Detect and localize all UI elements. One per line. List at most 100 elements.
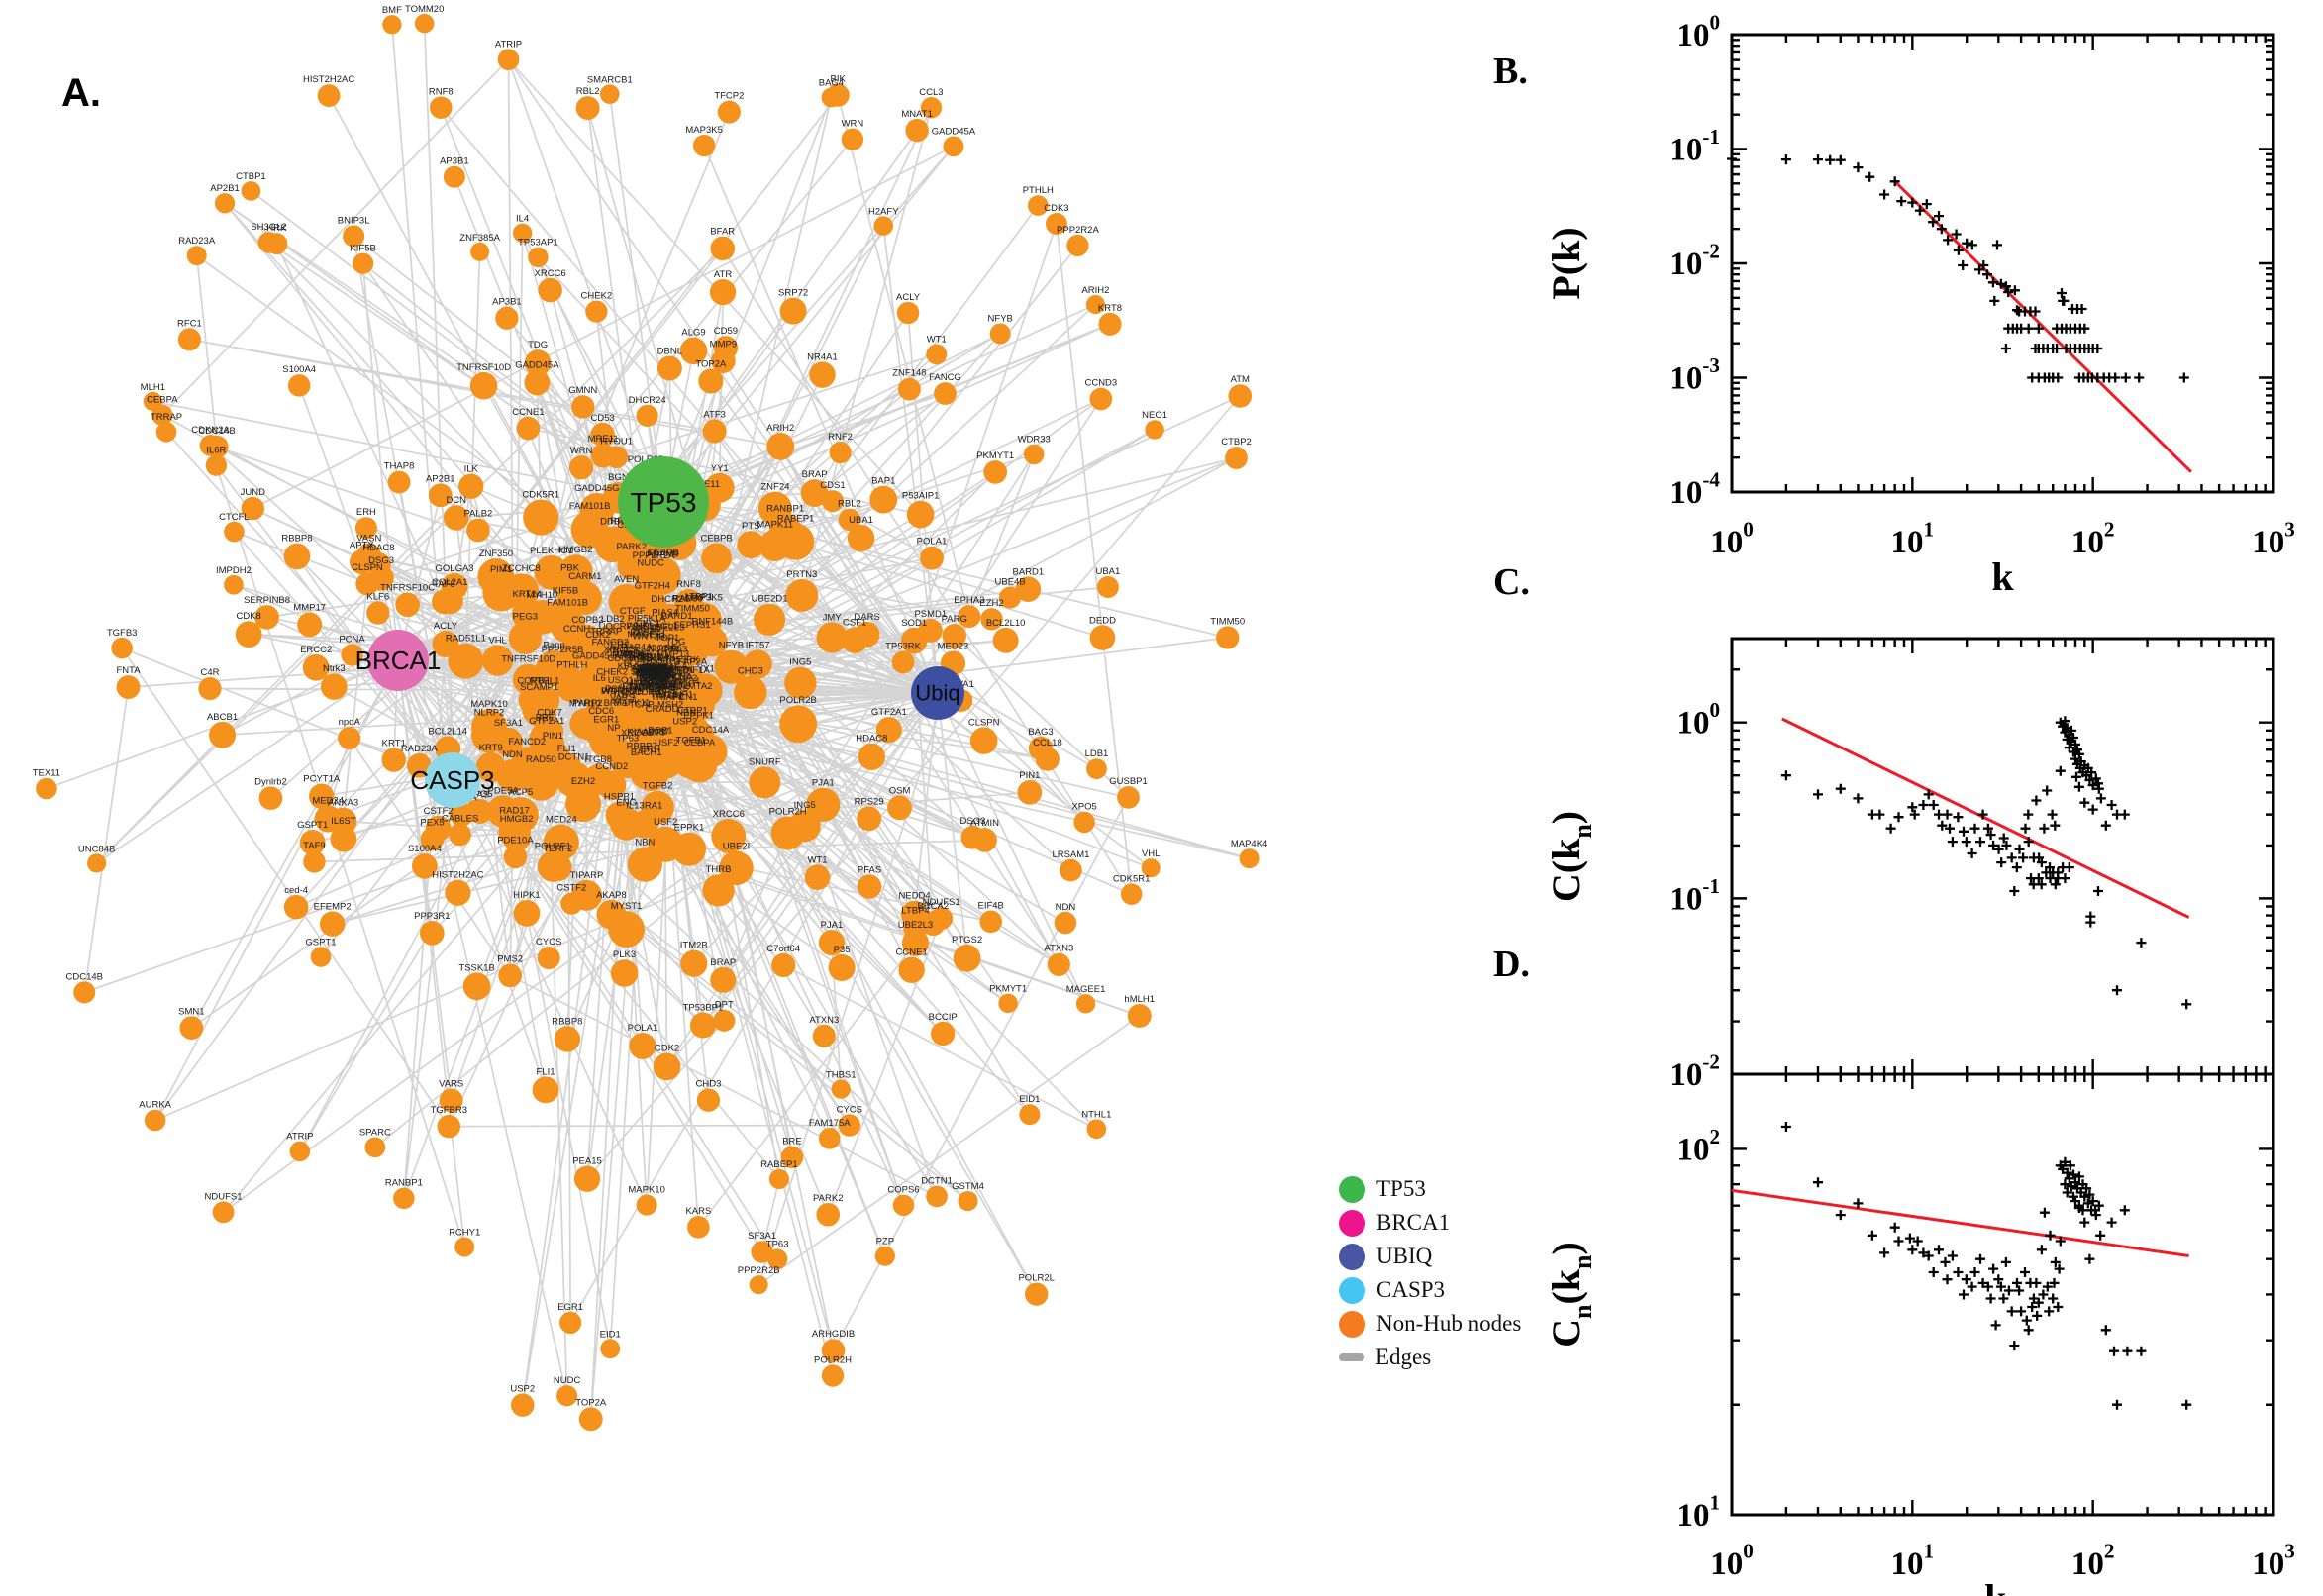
network-node-label: SPARC <box>359 1127 391 1138</box>
network-node-label: CCNE1 <box>896 948 928 958</box>
network-node-label: ANXA3 <box>328 798 358 809</box>
network-node-label: TP53AP1 <box>518 238 558 249</box>
network-node-label: PPP2R5E <box>633 668 675 679</box>
x-axis-title: k <box>1991 554 2014 599</box>
network-node-label: PTS <box>742 521 759 532</box>
network-node-label: VARS <box>610 692 635 703</box>
network-node-label: TOP2A <box>695 358 727 369</box>
network-node-label: CLSPN <box>968 717 1000 728</box>
network-node-label: HRK <box>266 223 287 234</box>
network-node-label: PBK <box>645 672 664 683</box>
network-node-label: AP3B1 <box>440 156 469 167</box>
network-node <box>737 531 765 559</box>
network-node <box>906 500 935 529</box>
network-node-label: BIK <box>830 74 846 85</box>
network-node-label: BRE <box>782 1137 802 1147</box>
network-node-label: IMPDH2 <box>637 670 672 681</box>
network-node <box>989 323 1011 345</box>
network-node-label: UBA1 <box>1095 566 1120 577</box>
network-node-label: AKAP8 <box>639 669 669 680</box>
network-node-label: PJA1 <box>812 778 835 789</box>
panel-b-label: B. <box>1493 50 1528 92</box>
legend-label: CASP3 <box>1376 1277 1446 1302</box>
network-node-label: POLA1 <box>917 537 948 548</box>
network-node-label: RAB1A <box>612 649 644 660</box>
network-node-label: MTA2 <box>688 681 713 692</box>
network-node <box>186 246 207 266</box>
network-node <box>812 1024 836 1047</box>
plot-panel-c: 100 10-1 10-2 C(kn) <box>1544 637 2275 1093</box>
network-node-label: PPP2R5B <box>542 645 584 655</box>
network-node-label: AKT3 <box>643 727 666 738</box>
network-node-label: RPS29 <box>855 796 884 807</box>
network-node-label: PCNA <box>666 672 693 683</box>
network-node-label: UBA1 <box>849 515 873 526</box>
network-node-label: MNAT1 <box>649 682 680 693</box>
network-node-label: LDB2 <box>601 614 625 625</box>
network-node-label: H2AFY <box>868 206 899 217</box>
network-node-label: RBBP8 <box>281 534 312 545</box>
network-node <box>448 643 484 679</box>
network-node-label: CDK8 <box>236 611 260 622</box>
network-node <box>420 921 445 946</box>
network-node-label: NFYB <box>719 641 744 651</box>
network-node <box>719 850 754 886</box>
network-node <box>632 736 664 768</box>
network-node <box>931 1021 956 1047</box>
network-node-label: Ntrk3 <box>323 663 346 674</box>
network-node-label: MLH1 <box>630 682 655 693</box>
network-node <box>449 823 471 847</box>
y-axis-title: C(kn) <box>1544 811 1597 902</box>
network-node-label: MED24 <box>312 795 344 806</box>
network-node <box>804 864 831 890</box>
network-node-label: NEDD4 <box>638 652 669 663</box>
network-node-label: ENG <box>616 798 637 809</box>
network-node <box>524 369 551 396</box>
network-node <box>780 1146 804 1169</box>
network-node-label: PIAS4 <box>652 608 678 619</box>
network-node-label: XPO5 <box>467 789 492 800</box>
network-node-label: SEPHS1 <box>673 620 711 631</box>
network-node <box>575 96 600 121</box>
network-node-label: RBBP8 <box>552 1016 582 1027</box>
network-node-label: TAF1A <box>640 665 669 676</box>
network-node-label: BAG3 <box>1028 727 1053 738</box>
network-node <box>381 748 406 772</box>
legend-label: Edges <box>1375 1345 1432 1369</box>
network-node-label: LTBP1 <box>685 592 713 603</box>
network-node-label: FANCG <box>636 671 668 682</box>
network-node-label: SLC27A6 <box>640 663 680 674</box>
network-node <box>309 783 335 810</box>
network-node-label: BRIP1 <box>639 673 665 684</box>
network-node-label: WNK3 <box>627 621 654 632</box>
network-node-label: PDE10A <box>497 836 534 847</box>
network-node <box>320 673 348 700</box>
network-node <box>926 1185 948 1208</box>
network-node-label: SF1 <box>657 682 674 693</box>
network-node <box>828 953 856 982</box>
legend-label: BRCA1 <box>1376 1210 1451 1235</box>
network-node-label: ALG9 <box>681 328 705 339</box>
hub-label-ubiq: Ubiq <box>915 681 960 706</box>
network-node <box>821 1339 846 1362</box>
network-node-label: RNF8 <box>429 86 454 97</box>
network-node-label: PLAGL1 <box>643 621 678 632</box>
network-node-label: CDKN2A <box>622 681 660 692</box>
network-node-label: GADD45G <box>574 483 619 494</box>
network-node-label: CCND3 <box>645 676 677 687</box>
network-node-label: EPPK1 <box>674 823 705 834</box>
network-node <box>679 337 708 365</box>
axis-ticks <box>1730 33 2275 494</box>
network-node <box>680 949 708 977</box>
network-node-label: POLR2H <box>769 806 807 817</box>
network-node-label: GADD45G <box>572 651 617 662</box>
tick-label: 100 <box>1710 518 1754 561</box>
network-node-label: UNC84B <box>78 844 116 854</box>
network-node <box>528 247 549 268</box>
network-node-label: GMNN <box>568 385 597 396</box>
network-node-label: FCN1 <box>673 692 698 703</box>
network-node-label: NUCB2 <box>658 666 690 677</box>
tick-label: 102 <box>2071 1540 2115 1583</box>
network-node-label: GSTM4 <box>952 1181 984 1192</box>
network-node <box>771 952 796 978</box>
